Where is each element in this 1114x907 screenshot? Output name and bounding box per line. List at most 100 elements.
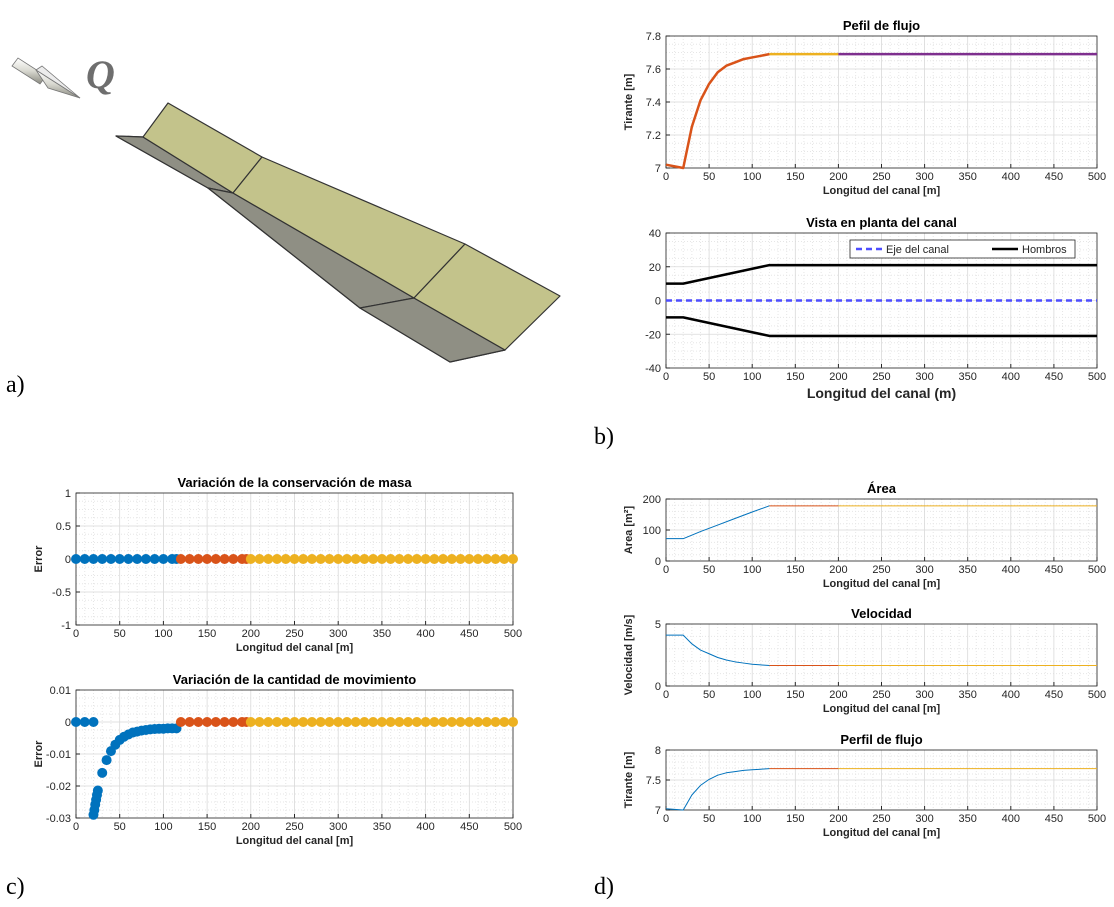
x-tick-label: 350: [373, 821, 391, 833]
y-tick-label: 7.8: [646, 31, 661, 43]
panel-label: d): [594, 874, 614, 900]
point: [306, 554, 317, 564]
x-axis-label: Longitud del canal (m): [807, 385, 956, 401]
point: [438, 717, 449, 727]
x-tick-label: 50: [703, 564, 715, 576]
x-tick-label: 400: [1002, 689, 1020, 701]
point: [499, 554, 510, 564]
y-tick-label: 0: [65, 717, 71, 729]
x-tick-label: 150: [786, 171, 804, 183]
point: [92, 785, 103, 796]
x-tick-label: 150: [786, 564, 804, 576]
x-tick-label: 250: [872, 813, 890, 825]
x-axis-label: Longitud del canal [m]: [823, 185, 941, 197]
chart-title: Área: [867, 481, 897, 496]
y-tick-label: -0.5: [52, 587, 71, 599]
point: [420, 554, 431, 564]
flow-arrow: [11, 57, 81, 99]
x-tick-label: 100: [743, 813, 761, 825]
point: [376, 717, 387, 727]
x-tick-label: 100: [743, 371, 761, 383]
series-line: [665, 768, 770, 811]
chart-title: Variación de la conservación de masa: [177, 475, 412, 490]
chart-title: Variación de la cantidad de movimiento: [173, 672, 417, 687]
x-tick-label: 450: [1045, 371, 1063, 383]
x-tick-label: 0: [663, 813, 669, 825]
point: [193, 554, 204, 564]
point: [71, 554, 81, 564]
y-tick-label: -0.01: [46, 749, 71, 761]
point: [455, 554, 466, 564]
point: [403, 717, 414, 727]
x-tick-label: 250: [872, 171, 890, 183]
x-tick-label: 150: [786, 371, 804, 383]
legend-label: Hombros: [1022, 244, 1067, 256]
point: [88, 717, 99, 727]
chart-title: Vista en planta del canal: [806, 215, 957, 230]
x-tick-label: 250: [872, 564, 890, 576]
x-tick-label: 500: [1088, 171, 1106, 183]
point: [411, 554, 422, 564]
point: [429, 554, 440, 564]
channel-wall: [413, 243, 561, 351]
point: [411, 717, 422, 727]
x-tick-label: 450: [1045, 689, 1063, 701]
y-tick-label: 200: [643, 494, 661, 506]
point: [385, 717, 396, 727]
series-line: [665, 52, 770, 170]
x-tick-label: 400: [416, 821, 434, 833]
point: [202, 554, 213, 564]
x-tick-label: 500: [1088, 689, 1106, 701]
point: [455, 717, 466, 727]
point: [79, 717, 90, 727]
y-tick-label: 40: [649, 228, 661, 240]
point: [132, 554, 143, 564]
point: [184, 554, 195, 564]
point: [149, 554, 160, 564]
point: [368, 717, 379, 727]
x-tick-label: 300: [329, 821, 347, 833]
point: [315, 717, 326, 727]
y-tick-label: 1: [65, 488, 71, 500]
y-tick-label: 7: [655, 163, 661, 175]
point: [88, 554, 99, 564]
x-tick-label: 250: [285, 628, 303, 640]
point: [333, 717, 344, 727]
point: [341, 554, 352, 564]
x-tick-label: 100: [743, 564, 761, 576]
point: [473, 554, 484, 564]
point: [254, 554, 265, 564]
x-tick-label: 500: [1088, 813, 1106, 825]
point: [359, 717, 370, 727]
x-axis-label: Longitud del canal [m]: [236, 642, 354, 654]
axes-box: [665, 498, 1098, 562]
series-line: [666, 263, 1097, 285]
x-tick-label: 200: [829, 813, 847, 825]
x-tick-label: 50: [703, 371, 715, 383]
y-tick-label: 5: [655, 619, 661, 631]
point: [359, 554, 370, 564]
x-tick-label: 450: [460, 628, 478, 640]
x-tick-label: 450: [1045, 564, 1063, 576]
point: [446, 717, 457, 727]
series-line: [666, 505, 770, 540]
point: [438, 554, 449, 564]
point: [481, 717, 492, 727]
x-tick-label: 200: [242, 628, 260, 640]
point: [193, 717, 204, 727]
channel-3d: [115, 102, 561, 363]
point: [105, 554, 116, 564]
x-tick-label: 300: [329, 628, 347, 640]
point: [140, 554, 151, 564]
point: [289, 554, 300, 564]
x-tick-label: 500: [504, 628, 522, 640]
y-tick-label: 7.2: [646, 130, 661, 142]
x-tick-label: 0: [663, 171, 669, 183]
point: [490, 717, 501, 727]
x-tick-label: 50: [703, 813, 715, 825]
panel-label: c): [6, 874, 25, 900]
point: [420, 717, 431, 727]
point: [272, 554, 283, 564]
point: [394, 554, 405, 564]
x-tick-label: 300: [915, 689, 933, 701]
